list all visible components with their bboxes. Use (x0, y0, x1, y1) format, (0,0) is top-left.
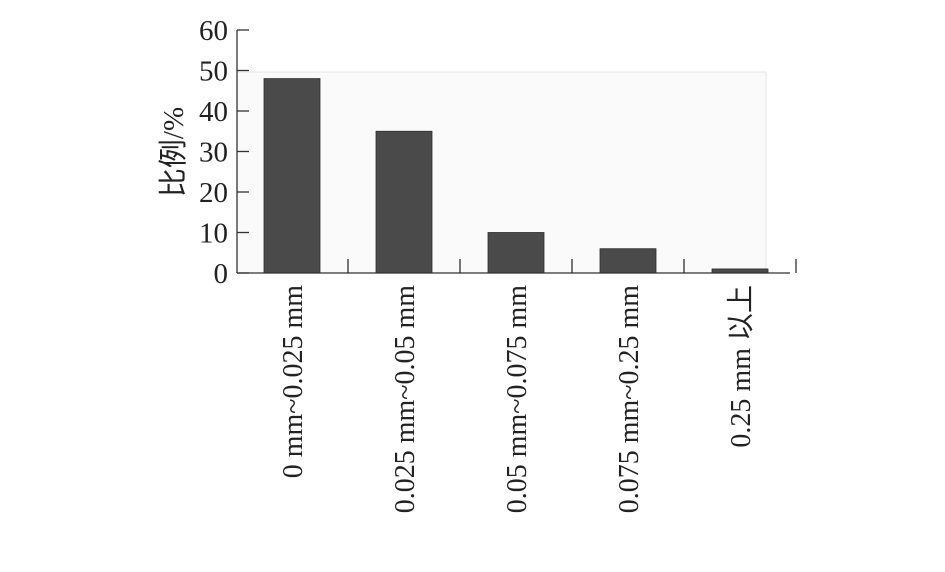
x-tick-label: 0.025 mm~0.05 mm (390, 285, 421, 513)
y-tick-label: 0 (214, 258, 229, 290)
x-tick-label: 0 mm~0.025 mm (278, 285, 309, 478)
bar (263, 78, 321, 274)
y-tick-label: 50 (199, 56, 228, 88)
x-tick-label: 0.075 mm~0.25 mm (614, 285, 645, 513)
bar (487, 232, 545, 274)
x-tick-label: 0.25 mm 以上 (726, 285, 757, 448)
y-axis-label: 比例/% (157, 107, 190, 197)
bar (599, 248, 657, 274)
bars-group (263, 78, 769, 274)
y-tick-label: 60 (199, 15, 228, 47)
y-tick-label: 40 (199, 96, 228, 128)
x-ticks-group: 0 mm~0.025 mm 0.025 mm~0.05 mm 0.05 mm~0.0… (278, 259, 797, 513)
y-tick-label: 30 (199, 137, 228, 169)
bar (375, 130, 433, 274)
y-tick-label: 10 (199, 218, 228, 250)
x-tick-label: 0.05 mm~0.075 mm (502, 285, 533, 513)
y-ticks-group: 0 10 20 30 40 50 60 (199, 15, 249, 290)
y-tick-label: 20 (199, 177, 228, 209)
